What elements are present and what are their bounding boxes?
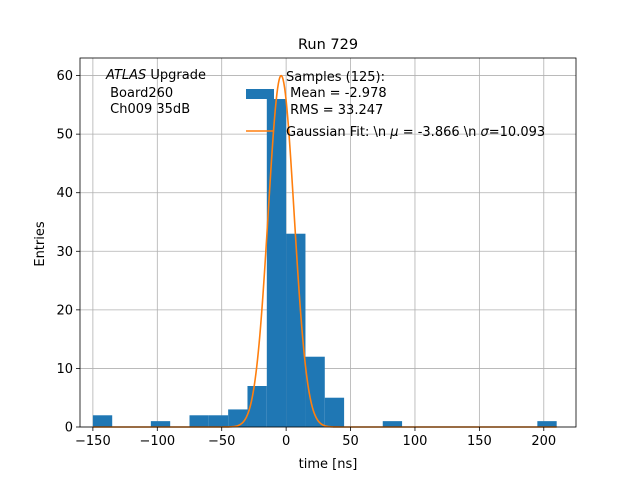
y-tick-label: 0 xyxy=(65,421,73,436)
x-tick-label: −100 xyxy=(139,434,175,449)
x-tick-label: 100 xyxy=(403,434,428,449)
legend-fit-label: Gaussian Fit: \n μ = -3.866 \n σ=10.093 xyxy=(286,125,545,140)
histogram-bar xyxy=(382,421,403,427)
annotation-line-2: Board260 xyxy=(106,86,173,101)
annotation-line-1: ATLAS Upgrade xyxy=(105,68,206,83)
y-axis-label: Entries xyxy=(33,221,48,267)
grid-layer xyxy=(80,58,576,428)
y-tick-label: 40 xyxy=(56,186,73,201)
axis-ticks: −150 −100 −50 0 50 100 150 200 0 10 20 30 40 50 60 xyxy=(56,69,556,449)
histogram-bar xyxy=(305,356,325,427)
x-tick-label: −150 xyxy=(75,434,111,449)
legend-samples-line-3: RMS = 33.247 xyxy=(286,103,383,118)
annotation-line-3: Ch009 35dB xyxy=(106,102,190,117)
histogram-bar xyxy=(286,233,306,427)
x-tick-label: 150 xyxy=(467,434,492,449)
chart-title: Run 729 xyxy=(298,37,358,53)
legend: Samples (125): Mean = -2.978 RMS = 33.24… xyxy=(246,70,545,140)
x-tick-label: 0 xyxy=(282,434,290,449)
histogram-bar xyxy=(537,421,557,427)
histogram-bar xyxy=(150,421,171,427)
histogram-bar xyxy=(324,397,345,427)
x-axis-label: time [ns] xyxy=(299,457,358,472)
atlas-annotation: ATLAS Upgrade Board260 Ch009 35dB xyxy=(105,68,206,117)
histogram-bar xyxy=(189,415,209,427)
histogram-bars xyxy=(92,99,557,427)
plot-frame xyxy=(79,57,577,428)
legend-samples-swatch xyxy=(246,89,274,99)
histogram-bar xyxy=(266,99,287,427)
y-tick-label: 10 xyxy=(56,362,73,377)
x-tick-label: 50 xyxy=(342,434,359,449)
x-tick-label: 200 xyxy=(531,434,556,449)
legend-samples-line-2: Mean = -2.978 xyxy=(286,86,387,101)
histogram-bar xyxy=(208,415,229,427)
y-tick-label: 50 xyxy=(56,128,73,143)
y-tick-label: 60 xyxy=(56,69,73,84)
histogram-bar xyxy=(228,409,248,427)
annotation-atlas: ATLAS xyxy=(105,68,146,83)
y-tick-label: 30 xyxy=(56,245,73,260)
histogram-bar xyxy=(92,415,113,427)
y-tick-label: 20 xyxy=(56,303,73,318)
x-tick-label: −50 xyxy=(208,434,235,449)
legend-samples-line-1: Samples (125): xyxy=(286,70,385,85)
annotation-upgrade: Upgrade xyxy=(146,68,206,83)
